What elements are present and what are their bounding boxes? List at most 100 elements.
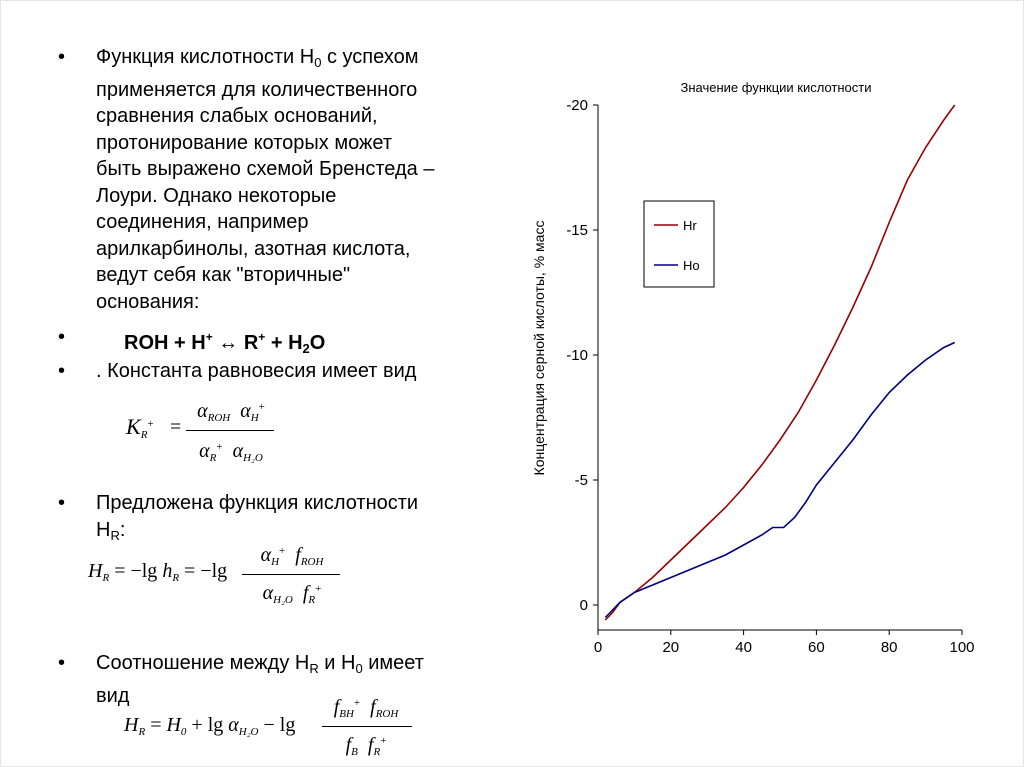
reaction-equation: ROH + H+ ↔ R+ + H2O	[124, 324, 325, 363]
reaction-arrow: ↔ R	[212, 332, 259, 354]
frel-h0: H	[166, 714, 181, 736]
frel-f: f	[345, 734, 352, 756]
b1-line: соединения, например	[96, 211, 309, 233]
frel-fraction-bar	[322, 726, 412, 727]
b5-subr: R	[309, 661, 319, 676]
fhr-h: H	[88, 560, 103, 582]
b5-mid: и H	[318, 652, 356, 674]
frel-h0sub: 0	[180, 726, 187, 738]
x-tick-label: 40	[735, 639, 752, 656]
b5-part2: имеет	[362, 652, 424, 674]
fk-alpha: α	[199, 440, 210, 462]
b1-line: Лоури. Однако некоторые	[96, 184, 337, 207]
x-tick-label: 100	[949, 639, 974, 656]
y-tick-label: -10	[566, 347, 588, 364]
fk-alpha: α	[232, 440, 244, 462]
x-tick-label: 60	[808, 639, 825, 656]
legend-box	[643, 200, 715, 288]
bullet-4-text: Предложена функция кислотности HR:	[96, 490, 418, 549]
frel-f: f	[370, 696, 376, 718]
frel-sup: +	[353, 697, 361, 709]
fhr-eq2: = −lg	[184, 560, 228, 582]
frel-sub: B	[351, 746, 358, 758]
series-line-ho	[604, 341, 956, 619]
y-tick-label: -15	[566, 222, 588, 239]
fhr-sub: R	[308, 594, 316, 606]
fhr-numerator: αH+ fROH	[242, 544, 342, 568]
frel-hsub: R	[138, 726, 146, 738]
fk-sup: +	[258, 401, 265, 413]
frel-h: H	[124, 714, 139, 736]
b1-line: применяется для количественного	[96, 78, 418, 101]
x-tick-label: 80	[881, 639, 898, 656]
frel-sup: +	[380, 735, 387, 747]
fhr-sub: ROH	[300, 556, 324, 568]
reaction-sub: 2	[302, 341, 310, 356]
acidity-chart: Значение функции кислотности Концентраци…	[531, 80, 975, 656]
fk-sub: R	[209, 452, 217, 464]
fhr-alpha: α	[260, 544, 272, 566]
formula-equilibrium-constant: KR+ = αROH αH+ αR+ αH₂O	[126, 396, 296, 476]
y-tick-label: -5	[575, 472, 588, 489]
bullet-1-text: Функция кислотности H0 с успехом применя…	[96, 44, 434, 315]
fk-denominator: αR+ αH₂O	[186, 440, 276, 464]
reaction-roh: ROH + H	[124, 332, 206, 354]
fk-sub: H	[250, 412, 259, 424]
fk-fraction-bar	[186, 430, 274, 431]
y-tick-label: 0	[580, 597, 588, 614]
fhr-sub: H₂O	[273, 594, 293, 606]
b4-line1: Предложена функция кислотности	[96, 492, 419, 514]
b1-line: сравнения слабых оснований,	[96, 105, 378, 127]
chart-y-label: Концентрация серной кислоты, % масс	[531, 221, 547, 476]
b1-sub0: 0	[314, 55, 322, 70]
fhr-sub: H	[271, 556, 280, 568]
bullet-dot: •	[58, 326, 66, 348]
bullet-dot: •	[58, 652, 66, 674]
b4-colon: :	[119, 518, 126, 541]
frel-denominator: fB fR+	[316, 734, 416, 758]
reaction-sup: +	[258, 330, 266, 344]
chart-title: Значение функции кислотности	[681, 80, 872, 95]
fk-eq: =	[170, 416, 182, 438]
x-tick-label: 20	[662, 639, 679, 656]
fhr-sup: +	[279, 545, 286, 557]
fk-numerator: αROH αH+	[186, 400, 276, 424]
fhr-f: f	[302, 582, 309, 604]
fhr-hsub: R	[102, 572, 110, 584]
b5-sub0: 0	[355, 661, 363, 676]
x-tick-label: 0	[594, 639, 602, 656]
fhr-alpha: α	[262, 582, 274, 604]
b1-line: ведут себя как "вторичные"	[96, 264, 351, 286]
fk-ksup: +	[147, 418, 154, 430]
b1-part2: с успехом	[321, 46, 419, 68]
fk-alpha: α	[197, 400, 208, 422]
chart-axes: -20 -15 -10 -5 0 0 20 40 60 80 100	[566, 97, 974, 656]
formula-relation: HR = H0 + lg αH₂O − lg fBH+ fROH fB fR+	[124, 694, 424, 764]
legend-label-hr: Hr	[683, 218, 697, 233]
formula-acidity-function: HR = −lg hR = −lg αH+ fROH αH₂O fR+	[88, 542, 348, 612]
frel-asub: H₂O	[238, 726, 259, 738]
fk-sub: ROH	[207, 412, 231, 424]
b1-line: основания:	[96, 290, 200, 313]
fk-ksub: R	[140, 429, 148, 441]
fk-alpha: α	[240, 400, 251, 422]
fk-k: K	[126, 414, 141, 439]
frel-pluslg: + lg	[191, 714, 224, 736]
frel-numerator: fBH+ fROH	[316, 696, 416, 720]
b1-line: быть выражено схемой Бренстеда –	[96, 158, 435, 180]
fhr-denominator: αH₂O fR+	[242, 582, 342, 606]
b4-sub: R	[110, 527, 120, 543]
frel-eq: =	[150, 714, 162, 736]
b1-line: протонирование которых может	[96, 131, 392, 154]
reaction-sup: +	[205, 330, 213, 344]
frel-sub: ROH	[375, 708, 399, 720]
fhr-hh: h	[162, 560, 173, 582]
y-tick-label: -20	[566, 97, 588, 114]
frel-alpha: α	[228, 714, 239, 736]
fk-sub: H₂O	[243, 452, 263, 464]
series-line-hr	[604, 104, 956, 621]
fhr-f: f	[295, 544, 301, 566]
frel-sub: R	[373, 746, 381, 758]
reaction-o: O	[309, 332, 326, 354]
bullet-5-text: Соотношение между HR и H0 имеет вид	[96, 650, 424, 709]
